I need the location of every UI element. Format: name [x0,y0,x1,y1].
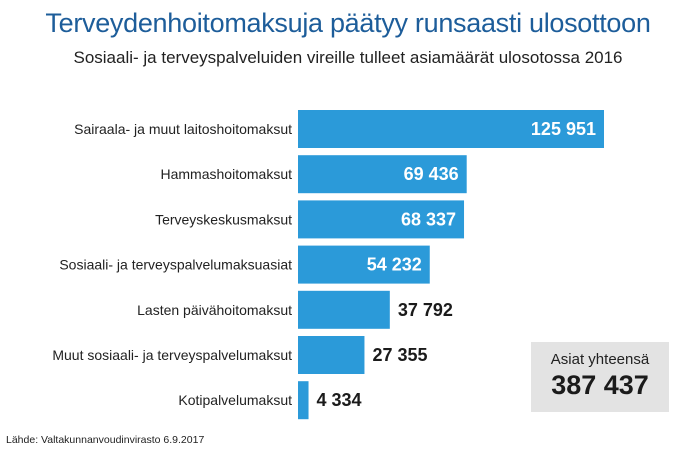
category-label-1: Sairaala- ja muut laitoshoitomaksut [74,121,292,137]
value-label-7: 4 334 [317,390,362,410]
total-box: Asiat yhteensä 387 437 [531,342,669,412]
value-label-1: 125 951 [531,119,596,139]
category-label-7: Kotipalvelumaksut [178,392,292,408]
category-label-4: Sosiaali- ja terveyspalvelumaksuasiat [59,257,292,273]
value-label-2: 69 436 [404,164,459,184]
bar-1 [298,110,604,148]
category-label-5: Lasten päivähoitomaksut [137,302,292,318]
category-label-2: Hammashoitomaksut [161,166,293,182]
value-label-3: 68 337 [401,209,456,229]
bar-6 [298,336,365,374]
chart-subtitle: Sosiaali- ja terveyspalveluiden vireille… [73,48,623,67]
value-label-4: 54 232 [367,255,422,275]
bar-2 [298,155,467,194]
total-label: Asiat yhteensä [550,351,650,368]
total-value: 387 437 [551,370,649,400]
source-note: Lähde: Valtakunnanvoudinvirasto 6.9.2017 [6,434,205,446]
bar-7 [298,381,309,420]
bar-4 [298,245,430,284]
value-label-5: 37 792 [398,300,453,320]
bar-3 [298,200,465,239]
category-label-3: Terveyskeskusmaksut [155,211,292,227]
category-label-6: Muut sosiaali- ja terveyspalvelumaksut [52,347,292,363]
bar-5 [298,290,390,329]
chart-title: Terveydenhoitomaksuja päätyy runsaasti u… [45,8,651,38]
value-label-6: 27 355 [372,345,427,365]
